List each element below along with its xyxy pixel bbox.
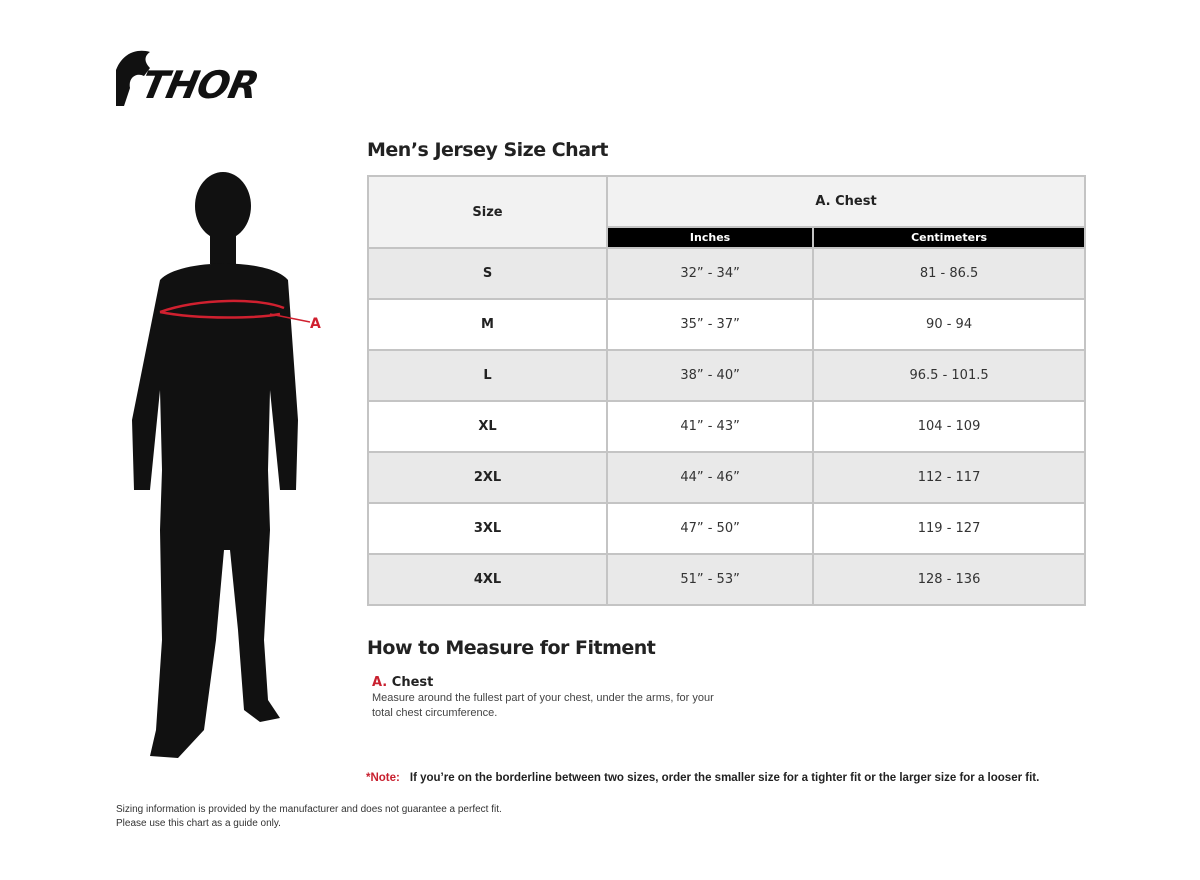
- measure-letter: A.: [372, 675, 388, 690]
- size-cell: 2XL: [367, 451, 608, 504]
- size-cell: 3XL: [367, 502, 608, 555]
- table-row: 4XL 51” - 53” 128 - 136: [367, 553, 1086, 606]
- marker-label: A: [310, 316, 321, 332]
- inches-cell: 47” - 50”: [605, 502, 815, 555]
- disclaimer-line-1: Sizing information is provided by the ma…: [116, 804, 502, 815]
- size-table: Size A. Chest Inches Centimeters S 32” - …: [367, 175, 1086, 606]
- svg-text:THOR: THOR: [137, 63, 262, 108]
- chest-measure-line: [159, 299, 285, 319]
- note-label: *Note:: [366, 772, 400, 784]
- size-cell: 4XL: [367, 553, 608, 606]
- table-row: L 38” - 40” 96.5 - 101.5: [367, 349, 1086, 402]
- table-row: S 32” - 34” 81 - 86.5: [367, 247, 1086, 300]
- inches-cell: 38” - 40”: [605, 349, 815, 402]
- cm-cell: 90 - 94: [812, 298, 1086, 351]
- measure-description: Measure around the fullest part of your …: [372, 692, 714, 719]
- inches-cell: 44” - 46”: [605, 451, 815, 504]
- cm-cell: 128 - 136: [812, 553, 1086, 606]
- cm-cell: 119 - 127: [812, 502, 1086, 555]
- chest-header: A. Chest: [606, 175, 1086, 228]
- thor-logo: THOR: [116, 50, 262, 108]
- inches-cell: 41” - 43”: [605, 400, 815, 453]
- disclaimer-line-2: Please use this chart as a guide only.: [116, 818, 281, 829]
- cm-cell: 104 - 109: [812, 400, 1086, 453]
- table-row: 3XL 47” - 50” 119 - 127: [367, 502, 1086, 555]
- inches-cell: 35” - 37”: [605, 298, 815, 351]
- size-header: Size: [367, 175, 608, 249]
- cm-cell: 81 - 86.5: [812, 247, 1086, 300]
- cm-cell: 96.5 - 101.5: [812, 349, 1086, 402]
- inches-header: Inches: [605, 226, 815, 249]
- chart-title: Men’s Jersey Size Chart: [367, 139, 608, 161]
- disclaimer: Sizing information is provided by the ma…: [116, 803, 502, 831]
- note: *Note: If you’re on the borderline betwee…: [366, 772, 1039, 784]
- inches-cell: 32” - 34”: [605, 247, 815, 300]
- size-cell: M: [367, 298, 608, 351]
- cm-cell: 112 - 117: [812, 451, 1086, 504]
- body-silhouette: A: [132, 172, 321, 758]
- size-cell: L: [367, 349, 608, 402]
- measure-name: Chest: [391, 675, 434, 690]
- table-row: XL 41” - 43” 104 - 109: [367, 400, 1086, 453]
- note-text: If you’re on the borderline between two …: [409, 772, 1040, 784]
- size-cell: XL: [367, 400, 608, 453]
- measure-label: A. Chest: [372, 675, 433, 690]
- table-row: M 35” - 37” 90 - 94: [367, 298, 1086, 351]
- measure-title: How to Measure for Fitment: [367, 637, 656, 659]
- cm-header: Centimeters: [812, 226, 1086, 249]
- size-cell: S: [367, 247, 608, 300]
- table-row: 2XL 44” - 46” 112 - 117: [367, 451, 1086, 504]
- inches-cell: 51” - 53”: [605, 553, 815, 606]
